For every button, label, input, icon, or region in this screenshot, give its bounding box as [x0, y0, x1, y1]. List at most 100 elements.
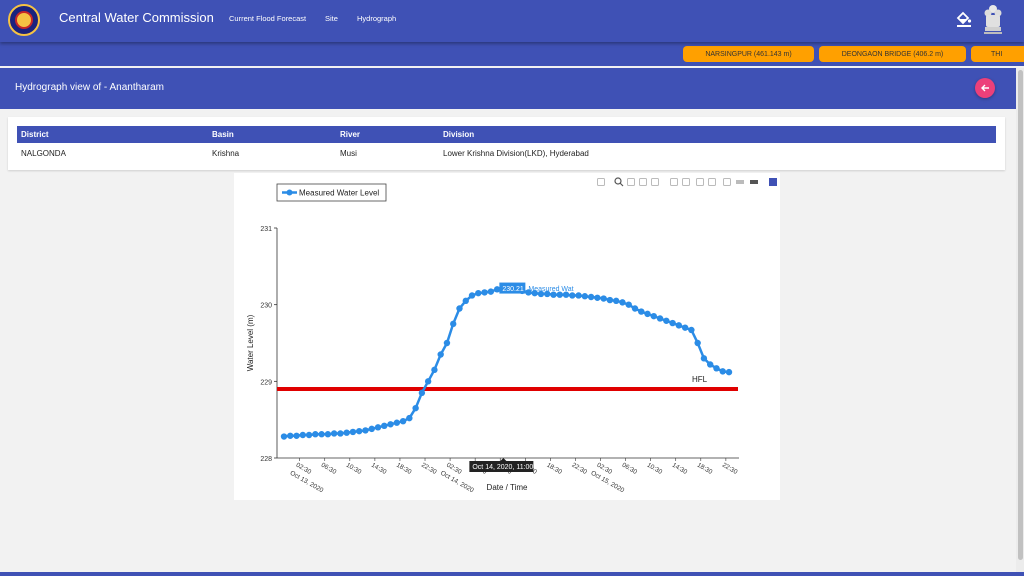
data-point[interactable] — [569, 292, 576, 299]
data-point[interactable] — [669, 319, 676, 327]
page-scrollbar[interactable] — [1016, 68, 1024, 572]
data-point[interactable] — [706, 361, 714, 368]
camera-icon[interactable] — [597, 178, 605, 186]
data-point[interactable] — [493, 286, 501, 293]
data-point[interactable] — [280, 433, 288, 440]
station-ticker: NARSINGPUR (461.143 m) DEONGAON BRIDGE (… — [0, 42, 1024, 66]
data-point[interactable] — [299, 431, 307, 439]
data-point[interactable] — [387, 421, 394, 428]
data-point[interactable] — [556, 291, 563, 298]
show-closest-icon[interactable] — [736, 180, 744, 184]
data-point[interactable] — [531, 289, 538, 297]
data-point[interactable] — [688, 326, 695, 334]
data-point[interactable] — [725, 368, 733, 376]
compare-data-icon[interactable] — [750, 180, 758, 184]
data-point[interactable] — [650, 312, 657, 320]
nav-site[interactable]: Site — [325, 14, 338, 23]
data-point[interactable] — [406, 414, 413, 422]
data-point[interactable] — [456, 305, 463, 312]
data-point[interactable] — [324, 431, 332, 438]
data-point[interactable] — [600, 295, 607, 302]
nav-hydrograph[interactable]: Hydrograph — [357, 14, 397, 23]
data-point[interactable] — [349, 428, 357, 436]
data-point[interactable] — [481, 289, 488, 296]
data-point[interactable] — [287, 432, 294, 439]
nav-current-flood-forecast[interactable]: Current Flood Forecast — [229, 14, 307, 23]
scroll-thumb[interactable] — [1018, 70, 1023, 560]
spike-lines-icon[interactable] — [723, 178, 731, 186]
autoscale-icon[interactable] — [696, 178, 704, 186]
data-point[interactable] — [362, 427, 369, 434]
data-point[interactable] — [381, 422, 388, 429]
x-tick-label: 06:30 — [320, 462, 338, 476]
data-point[interactable] — [343, 429, 350, 436]
data-point[interactable] — [594, 294, 601, 301]
back-button[interactable] — [975, 78, 995, 98]
data-point[interactable] — [525, 289, 532, 296]
zoom-icon[interactable] — [614, 177, 624, 187]
data-point[interactable] — [393, 419, 401, 426]
data-point[interactable] — [431, 366, 438, 374]
data-point[interactable] — [399, 418, 407, 425]
data-point[interactable] — [575, 292, 582, 299]
data-point[interactable] — [437, 351, 444, 358]
data-point[interactable] — [681, 324, 689, 331]
data-point[interactable] — [713, 365, 720, 372]
data-point[interactable] — [612, 297, 620, 305]
lasso-select-icon[interactable] — [651, 178, 659, 186]
data-point[interactable] — [330, 430, 338, 437]
data-point[interactable] — [675, 322, 683, 329]
data-point[interactable] — [587, 293, 595, 301]
data-point[interactable] — [412, 404, 419, 412]
data-point[interactable] — [443, 339, 451, 347]
data-point[interactable] — [663, 317, 670, 324]
data-point[interactable] — [700, 355, 708, 362]
data-point[interactable] — [450, 320, 457, 328]
data-point[interactable] — [293, 432, 300, 439]
plotly-logo-icon[interactable] — [769, 178, 777, 186]
box-select-icon[interactable] — [639, 178, 647, 186]
zoom-out-icon[interactable] — [682, 178, 690, 186]
data-point[interactable] — [368, 425, 375, 433]
data-point[interactable] — [312, 431, 319, 438]
data-point[interactable] — [656, 315, 664, 322]
data-point[interactable] — [619, 299, 626, 306]
data-point[interactable] — [418, 389, 426, 397]
app-title[interactable]: Central Water Commission — [59, 10, 214, 25]
data-point[interactable] — [638, 308, 645, 315]
page-header: Hydrograph view of - Anantharam — [0, 68, 1016, 109]
data-point[interactable] — [475, 289, 482, 297]
data-point[interactable] — [550, 291, 557, 298]
data-point[interactable] — [487, 288, 495, 295]
data-point[interactable] — [537, 290, 545, 298]
reset-axes-icon[interactable] — [708, 178, 716, 186]
series-points[interactable] — [280, 285, 733, 440]
data-point[interactable] — [462, 297, 469, 305]
cwc-logo-icon[interactable] — [8, 4, 40, 36]
paint-bucket-icon[interactable] — [955, 10, 973, 28]
ticker-chip-partial[interactable]: THI — [971, 46, 1024, 62]
data-point[interactable] — [424, 378, 432, 385]
data-point[interactable] — [644, 310, 651, 318]
data-point[interactable] — [625, 301, 632, 308]
ticker-chip-narsingpur[interactable]: NARSINGPUR (461.143 m) — [683, 46, 814, 62]
pan-icon[interactable] — [627, 178, 635, 186]
data-point[interactable] — [356, 427, 363, 435]
data-point[interactable] — [544, 290, 551, 298]
data-point[interactable] — [694, 339, 701, 347]
data-point[interactable] — [719, 368, 726, 375]
zoom-in-icon[interactable] — [670, 178, 678, 186]
data-point[interactable] — [337, 430, 344, 437]
data-point[interactable] — [631, 305, 639, 312]
data-point[interactable] — [606, 296, 614, 304]
data-point[interactable] — [581, 293, 589, 300]
chart-legend[interactable]: Measured Water Level — [276, 183, 387, 202]
hover-value: 230.21 — [502, 286, 524, 293]
data-point[interactable] — [318, 431, 325, 438]
data-point[interactable] — [562, 291, 570, 298]
data-point[interactable] — [468, 292, 476, 299]
ticker-chip-deongaon-bridge[interactable]: DEONGAON BRIDGE (406.2 m) — [819, 46, 966, 62]
data-point[interactable] — [305, 431, 313, 439]
data-point[interactable] — [374, 424, 382, 431]
